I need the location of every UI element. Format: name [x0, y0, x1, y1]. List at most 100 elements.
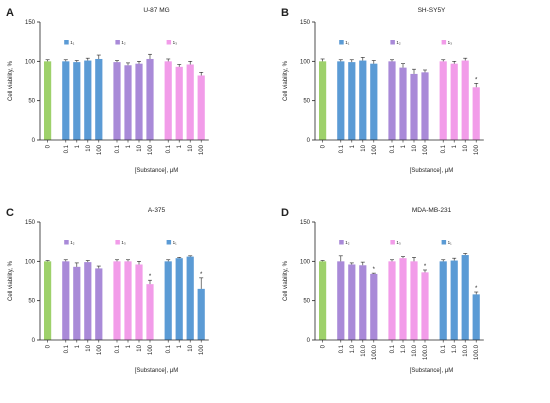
bar [84, 60, 92, 141]
x-tick-label: 10 [188, 144, 194, 151]
panel-b: B SH-SY5Y 0 50 100 150 Cell viability, % 0 0.1 1 1… [281, 7, 484, 174]
legend-swatch [115, 240, 120, 245]
y-axis-label: Cell viability, % [8, 60, 14, 101]
x-tick-label: 0.1 [166, 344, 172, 353]
y-tick-label: 150 [25, 20, 36, 26]
y-tick-label: 150 [300, 20, 311, 26]
panel-letter: A [6, 7, 14, 19]
bar [124, 261, 132, 340]
bar [370, 273, 378, 340]
x-tick-label: 100 [372, 144, 378, 155]
x-tick-label: 1 [177, 144, 183, 148]
bar [450, 260, 458, 340]
x-tick-label: 100 [148, 344, 154, 355]
x-tick-label: 0.1 [64, 344, 70, 353]
significance-star: * [475, 77, 478, 83]
x-tick-label: 0.1 [64, 144, 70, 153]
bar [146, 284, 154, 340]
x-tick-label: 1 [126, 344, 132, 348]
y-tick-label: 100 [300, 259, 311, 265]
legend-swatch [339, 40, 344, 45]
x-tick-label: 0.1 [390, 144, 396, 153]
x-axis-label: [Substance], μM [410, 168, 453, 174]
bar [472, 294, 480, 340]
bar [164, 61, 172, 141]
legend-label: 1₁ [345, 40, 350, 45]
bar [359, 265, 367, 340]
panel-letter: B [281, 7, 289, 19]
x-tick-label: 10 [188, 344, 194, 351]
x-tick-label: 1 [401, 144, 407, 148]
legend-label: 1₂ [70, 240, 75, 245]
legend-label: 1₂ [345, 240, 350, 245]
x-tick-label: 1.0 [350, 344, 356, 353]
x-tick-label: 10 [86, 344, 92, 351]
bar [410, 73, 418, 140]
bar [421, 272, 429, 340]
panel-d: D MDA-MB-231 0 50 100 150 Cell viability, % 0 0.… [281, 207, 484, 374]
bar [186, 64, 194, 140]
significance-star: * [373, 267, 376, 273]
bar [124, 65, 132, 140]
y-tick-label: 100 [25, 59, 36, 65]
bar [421, 72, 429, 140]
x-tick-label: 100 [199, 344, 205, 355]
x-tick-label: 0.1 [339, 344, 345, 353]
significance-star: * [424, 264, 427, 270]
bar [175, 66, 183, 140]
legend-swatch [390, 40, 395, 45]
bar [348, 62, 356, 141]
bar [62, 61, 70, 141]
panel-letter: D [281, 207, 289, 219]
legend-swatch [64, 40, 69, 45]
bar [197, 288, 205, 340]
legend-label: 1₁ [448, 240, 453, 245]
x-tick-label: 0 [321, 144, 327, 148]
x-tick-label: 10.0 [463, 344, 469, 356]
legend-label: 1₃ [121, 240, 126, 245]
x-tick-label: 0.1 [115, 144, 121, 153]
bar [175, 258, 183, 340]
x-tick-label: 100 [148, 144, 154, 155]
panel-c: C A-375 0 50 100 150 Cell viability, % 0 0.1 1 10 1… [6, 207, 209, 374]
y-tick-label: 150 [300, 220, 311, 226]
x-axis-label: [Substance], μM [410, 368, 453, 374]
legend-label: 1₃ [396, 240, 401, 245]
y-axis-label: Cell viability, % [283, 60, 289, 101]
legend-swatch [390, 240, 395, 245]
bar [164, 261, 172, 340]
y-tick-label: 0 [32, 338, 36, 344]
bar [95, 58, 103, 141]
legend-swatch [441, 40, 447, 45]
x-tick-label: 1 [75, 344, 81, 348]
x-tick-label: 100.0 [423, 344, 429, 360]
x-tick-label: 0.1 [115, 344, 121, 353]
x-tick-label: 100 [474, 144, 480, 155]
bar [113, 261, 121, 340]
x-tick-label: 100 [97, 144, 103, 155]
x-tick-label: 100 [97, 344, 103, 355]
x-tick-label: 0.1 [441, 344, 447, 353]
bar [410, 261, 418, 340]
bar [388, 61, 396, 141]
x-tick-label: 1.0 [452, 344, 458, 353]
x-tick-label: 10 [137, 144, 143, 151]
bar [439, 261, 447, 340]
bar [461, 255, 469, 340]
legend-label: 1₁ [173, 240, 178, 245]
y-tick-label: 100 [300, 59, 311, 65]
bar [84, 262, 92, 340]
x-tick-label: 10 [412, 144, 418, 151]
legend-label: 1₃ [448, 40, 453, 45]
y-tick-label: 150 [25, 220, 36, 226]
bar [197, 75, 205, 140]
bar [319, 61, 327, 141]
legend-label: 1₁ [70, 40, 75, 45]
legend-swatch [339, 240, 344, 245]
y-tick-label: 100 [25, 259, 36, 265]
bar [73, 62, 81, 141]
legend-swatch [64, 240, 69, 245]
panel-letter: C [6, 207, 14, 219]
x-tick-label: 0 [46, 144, 52, 148]
bar [146, 58, 154, 141]
